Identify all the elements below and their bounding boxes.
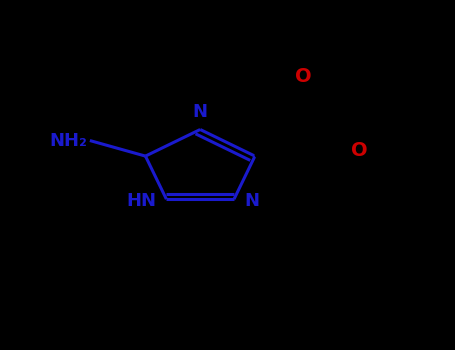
Text: HN: HN xyxy=(126,192,157,210)
Text: N: N xyxy=(244,192,259,210)
Text: N: N xyxy=(193,103,207,121)
Text: NH₂: NH₂ xyxy=(50,132,88,149)
Text: O: O xyxy=(351,141,368,160)
Text: O: O xyxy=(295,67,312,86)
